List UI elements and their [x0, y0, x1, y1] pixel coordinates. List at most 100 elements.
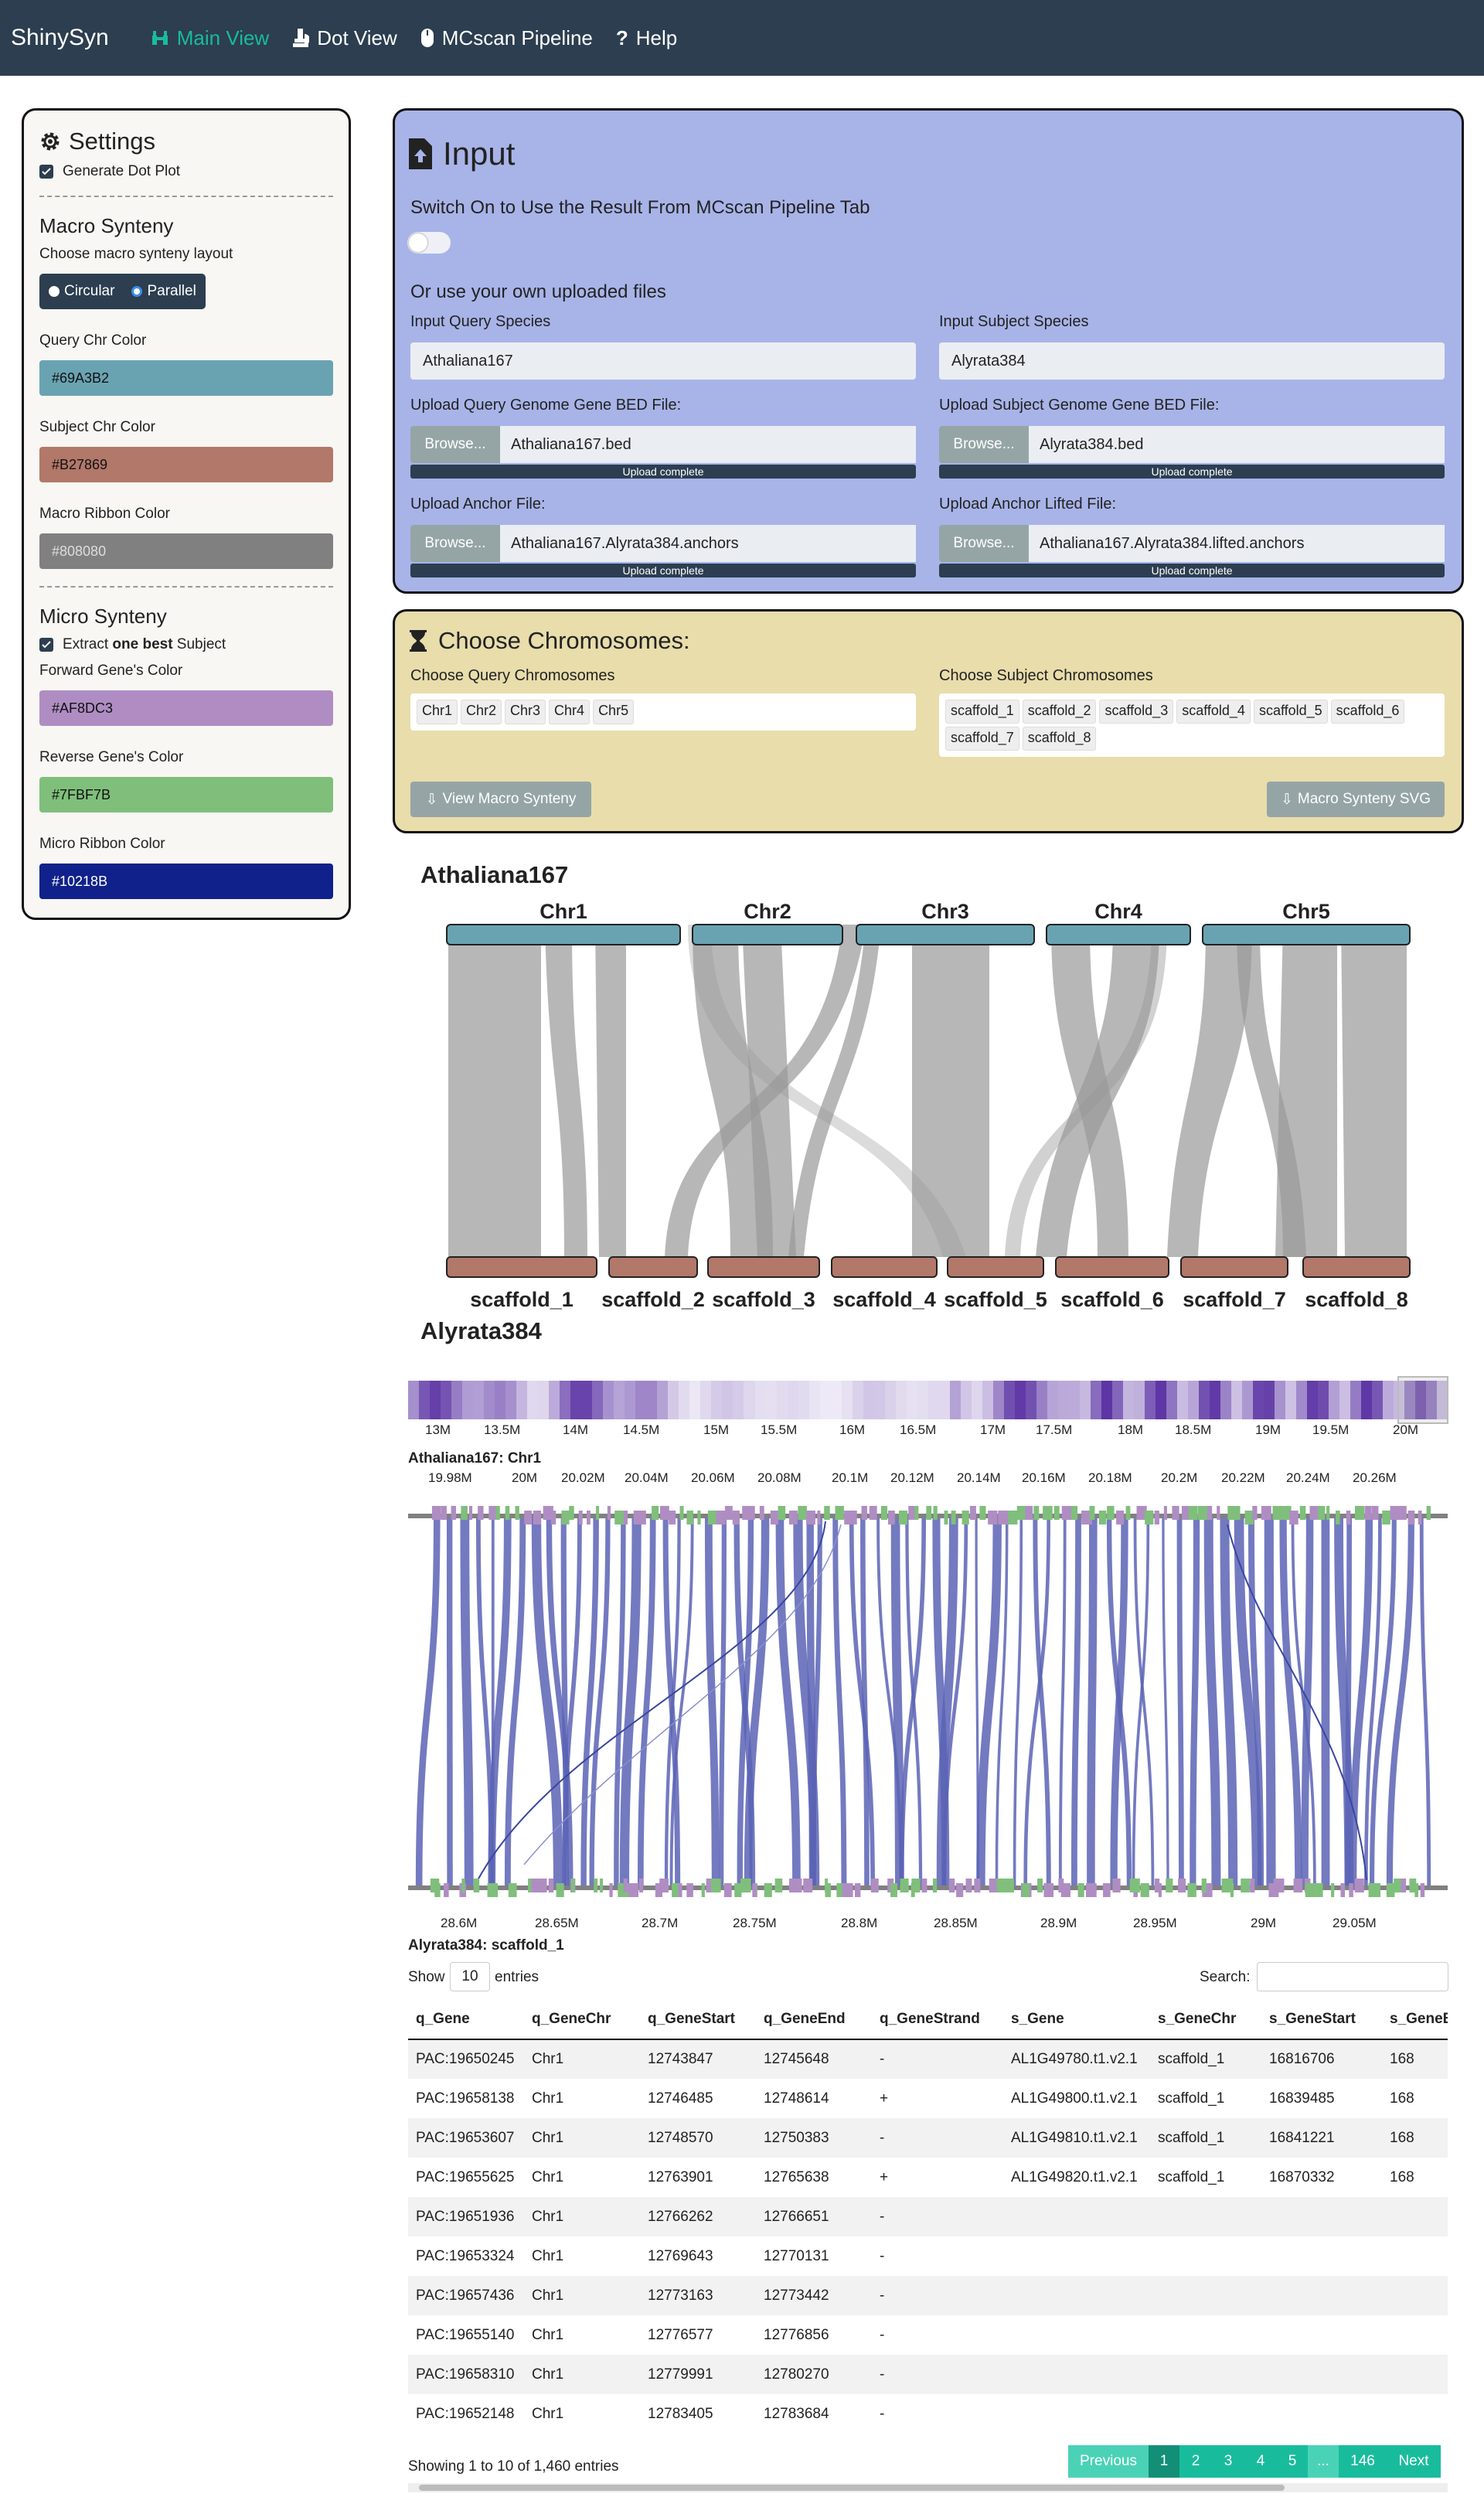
table-row[interactable]: PAC:19652148 Chr1 12783405 12783684 - — [408, 2394, 1448, 2434]
chip-scaffold-4[interactable]: scaffold_4 — [1176, 700, 1251, 724]
subject-chr-bar[interactable] — [1180, 1256, 1288, 1278]
chip-chr1[interactable]: Chr1 — [417, 700, 458, 724]
overview-heatmap-strip[interactable] — [408, 1381, 1448, 1419]
col-q-genestart[interactable]: q_GeneStart — [640, 1999, 756, 2040]
chip-chr4[interactable]: Chr4 — [549, 700, 591, 724]
heatmap-cell — [960, 1381, 972, 1419]
nav-help[interactable]: ? Help — [616, 26, 677, 50]
anchor-lifted-browse-button[interactable]: Browse... — [939, 525, 1029, 562]
query-bed-browse-button[interactable]: Browse... — [410, 426, 500, 463]
chip-scaffold-6[interactable]: scaffold_6 — [1330, 700, 1405, 724]
table-row[interactable]: PAC:19658138 Chr1 12746485 12748614 + AL1G498… — [408, 2079, 1448, 2118]
query-chr-bar[interactable] — [1046, 924, 1191, 945]
table-cell: 12765638 — [764, 2168, 829, 2185]
col-s-genestart[interactable]: s_GeneStart — [1261, 1999, 1382, 2040]
subject-gene — [508, 1883, 513, 1897]
col-q-genestrand[interactable]: q_GeneStrand — [872, 1999, 1003, 2040]
chip-scaffold-5[interactable]: scaffold_5 — [1253, 700, 1328, 724]
chip-chr3[interactable]: Chr3 — [505, 700, 546, 724]
query-gene — [550, 1511, 556, 1524]
entries-select[interactable]: 10 — [450, 1962, 490, 1991]
chip-chr5[interactable]: Chr5 — [593, 700, 635, 724]
subject-gene — [734, 1883, 742, 1897]
query-chr-bar[interactable] — [446, 924, 681, 945]
pagination-page[interactable]: 3 — [1212, 2445, 1244, 2478]
table-row[interactable]: PAC:19653607 Chr1 12748570 12750383- AL1G498… — [408, 2118, 1448, 2158]
query-chr-bar[interactable] — [692, 924, 843, 945]
pagination-page[interactable]: 2 — [1179, 2445, 1212, 2478]
subject-chr-bar[interactable] — [446, 1256, 597, 1278]
pagination-next[interactable]: Next — [1387, 2445, 1441, 2478]
table-row[interactable]: PAC:19650245 Chr1 12743847 12745648- AL1G497… — [408, 2039, 1448, 2079]
subject-gene — [1154, 1879, 1160, 1892]
col-q-geneend[interactable]: q_GeneEnd — [756, 1999, 872, 2040]
subject-chr-bar[interactable] — [707, 1256, 820, 1278]
reverse-color-input[interactable]: #7FBF7B — [39, 777, 333, 812]
scrollbar-thumb[interactable] — [419, 2485, 1285, 2491]
query-gene — [697, 1511, 701, 1524]
col-q-genechr[interactable]: q_GeneChr — [524, 1999, 640, 2040]
nav-mcscan-pipeline[interactable]: MCscan Pipeline — [420, 26, 593, 50]
extract-best-subject-checkbox[interactable]: Extract one best Subject — [39, 636, 333, 653]
subject-chr-color-input[interactable]: #B27869 — [39, 447, 333, 482]
nav-main-view[interactable]: Main View — [151, 26, 269, 50]
pagination-page[interactable]: 5 — [1277, 2445, 1308, 2478]
search-input[interactable] — [1257, 1962, 1448, 1991]
col-q-gene[interactable]: q_Gene — [408, 1999, 524, 2040]
view-macro-synteny-button[interactable]: ⇩ View Macro Synteny — [410, 782, 591, 817]
col-s-genechr[interactable]: s_GeneChr — [1150, 1999, 1261, 2040]
heatmap-cell — [462, 1381, 474, 1419]
query-species-input[interactable]: Athaliana167 — [410, 342, 916, 380]
table-row[interactable]: PAC:19655625 Chr1 12763901 12765638 + AL1G498… — [408, 2158, 1448, 2197]
macro-ribbon-color-input[interactable]: #808080 — [39, 533, 333, 569]
chip-chr2[interactable]: Chr2 — [461, 700, 502, 724]
table-row[interactable]: PAC:19658310 Chr1 12779991 12780270- — [408, 2355, 1448, 2394]
nav-dot-view[interactable]: Dot View — [292, 26, 397, 50]
query-gene — [642, 1511, 646, 1524]
overview-tick: 20M — [1393, 1422, 1419, 1437]
pagination-page[interactable]: 1 — [1149, 2445, 1179, 2478]
table-row[interactable]: PAC:19651936 Chr1 12766262 12766651- — [408, 2197, 1448, 2236]
subject-chr-bar[interactable] — [831, 1256, 938, 1278]
forward-color-input[interactable]: #AF8DC3 — [39, 690, 333, 726]
query-chromosomes-select[interactable]: Chr1 Chr2 Chr3 Chr4 Chr5 — [410, 693, 916, 731]
subject-chr-bar[interactable] — [947, 1256, 1044, 1278]
heatmap-cell — [1166, 1381, 1178, 1419]
micro-ribbon — [669, 1518, 694, 1888]
micro-ribbon — [890, 1518, 904, 1888]
chip-scaffold-1[interactable]: scaffold_1 — [945, 700, 1019, 724]
generate-dot-plot-checkbox[interactable]: Generate Dot Plot — [39, 163, 333, 180]
pagination-page[interactable]: 146 — [1339, 2445, 1387, 2478]
subject-chr-bar[interactable] — [1302, 1256, 1411, 1278]
col-s-geneend[interactable]: s_GeneEnd — [1382, 1999, 1448, 2040]
pagination-page[interactable]: 4 — [1244, 2445, 1277, 2478]
macro-synteny-svg-button[interactable]: ⇩ Macro Synteny SVG — [1267, 782, 1445, 817]
mcscan-switch[interactable] — [407, 232, 451, 254]
pagination-previous[interactable]: Previous — [1068, 2445, 1149, 2478]
col-s-gene[interactable]: s_Gene — [1003, 1999, 1150, 2040]
subject-chr-bar[interactable] — [1055, 1256, 1169, 1278]
subject-gene — [678, 1883, 682, 1897]
subject-bed-browse-button[interactable]: Browse... — [939, 426, 1029, 463]
subject-species-input[interactable]: Alyrata384 — [939, 342, 1445, 380]
table-row[interactable]: PAC:19657436 Chr1 12773163 12773442- — [408, 2276, 1448, 2315]
table-row[interactable]: PAC:19655140 Chr1 12776577 12776856 - — [408, 2315, 1448, 2355]
query-chr-bar[interactable] — [1202, 924, 1411, 945]
chip-scaffold-2[interactable]: scaffold_2 — [1022, 700, 1097, 724]
subject-chromosomes-select[interactable]: scaffold_1 scaffold_2 scaffold_3 scaffol… — [939, 693, 1445, 757]
chip-scaffold-3[interactable]: scaffold_3 — [1099, 700, 1174, 724]
radio-parallel[interactable]: Parallel — [131, 283, 196, 300]
subject-chr-bar[interactable] — [608, 1256, 698, 1278]
table-row[interactable]: PAC:19653324 Chr1 12769643 12770131 - — [408, 2236, 1448, 2276]
chip-scaffold-8[interactable]: scaffold_8 — [1022, 727, 1097, 751]
horizontal-scrollbar[interactable] — [408, 2483, 1448, 2492]
query-chr-color-input[interactable]: #69A3B2 — [39, 360, 333, 396]
subject-gene — [1394, 1879, 1401, 1892]
chip-scaffold-7[interactable]: scaffold_7 — [945, 727, 1019, 751]
query-chr-bar[interactable] — [856, 924, 1035, 945]
overview-brush[interactable] — [1397, 1376, 1448, 1424]
anchor-browse-button[interactable]: Browse... — [410, 525, 500, 562]
brand[interactable]: ShinySyn — [11, 25, 109, 50]
micro-ribbon-color-input[interactable]: #10218B — [39, 864, 333, 899]
radio-circular[interactable]: Circular — [49, 283, 114, 300]
